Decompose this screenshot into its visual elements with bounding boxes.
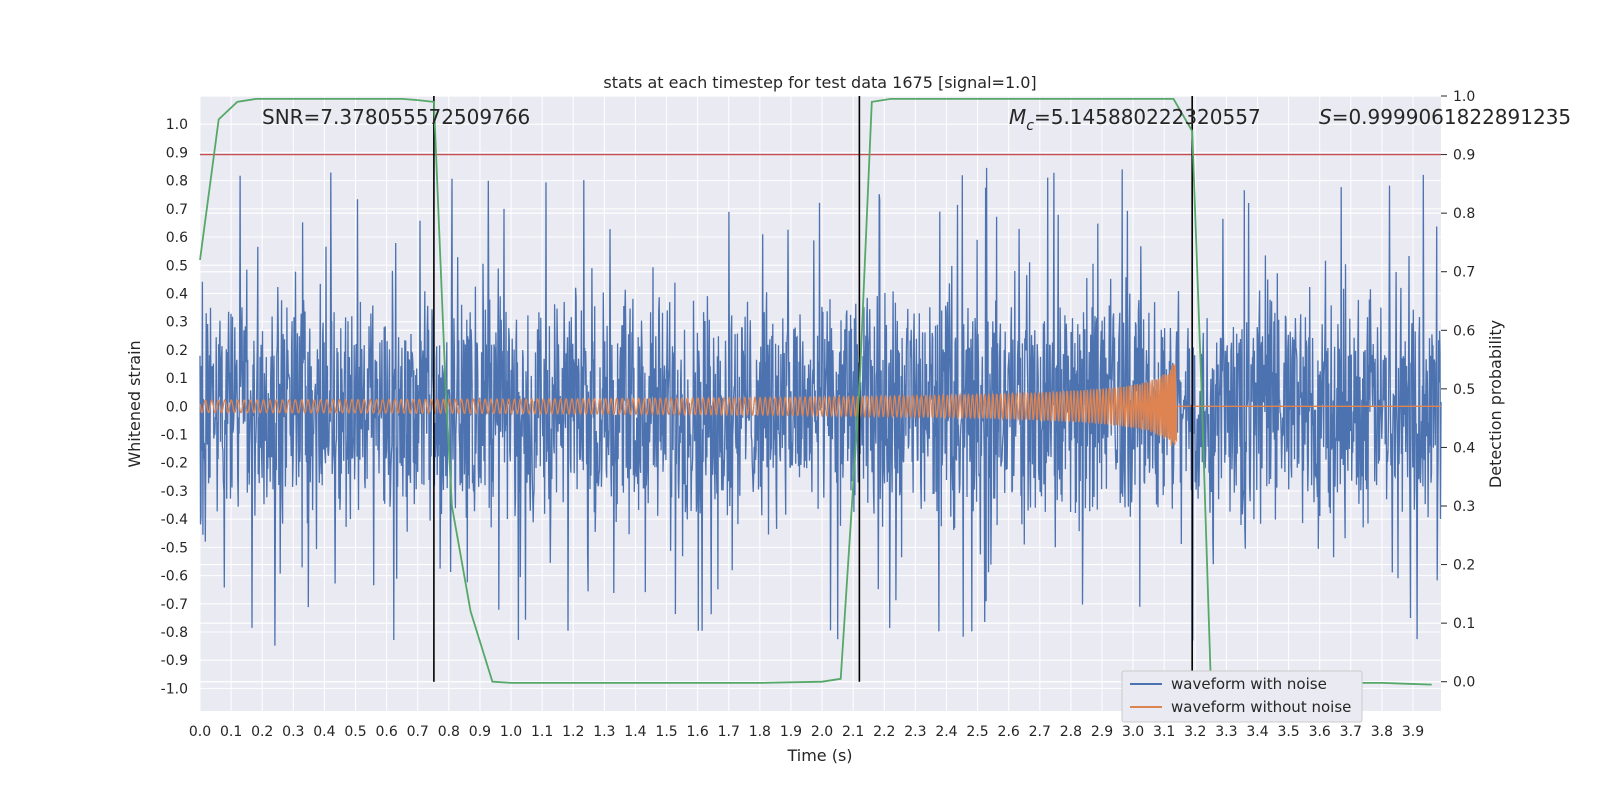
y-tick-label: -0.7 xyxy=(161,597,188,613)
y-tick-label: 0.8 xyxy=(166,174,188,190)
chart-title: stats at each timestep for test data 167… xyxy=(603,73,1036,92)
x-tick-label: 2.5 xyxy=(966,724,988,740)
x-tick-label: 1.9 xyxy=(780,724,802,740)
y-right-tick-label: 0.4 xyxy=(1453,440,1475,456)
y-tick-label: -0.1 xyxy=(161,428,188,444)
x-tick-label: 1.1 xyxy=(531,724,553,740)
x-axis-label: Time (s) xyxy=(786,746,852,765)
x-tick-label: 2.6 xyxy=(998,724,1020,740)
noise-waveform xyxy=(199,167,1442,646)
y-tick-label: 0.5 xyxy=(166,258,188,274)
y-right-tick-label: 0.3 xyxy=(1453,499,1475,515)
y-right-tick-label: 0.7 xyxy=(1453,265,1475,281)
x-tick-label: 1.8 xyxy=(749,724,771,740)
y-tick-label: -1.0 xyxy=(161,681,188,697)
x-tick-label: 0.6 xyxy=(375,724,397,740)
x-tick-label: 3.9 xyxy=(1402,724,1424,740)
snr-annotation: SNR=7.378055572509766 xyxy=(262,105,530,129)
x-tick-label: 3.0 xyxy=(1122,724,1144,740)
y-right-tick-label: 0.0 xyxy=(1453,675,1475,691)
x-tick-label: 3.7 xyxy=(1340,724,1362,740)
y-tick-label: 0.3 xyxy=(166,315,188,331)
x-tick-label: 2.2 xyxy=(873,724,895,740)
x-tick-label: 2.0 xyxy=(811,724,833,740)
y-right-tick-label: 0.8 xyxy=(1453,206,1475,222)
y-tick-label: -0.5 xyxy=(161,540,188,556)
x-tick-label: 1.3 xyxy=(593,724,615,740)
x-tick-label: 1.5 xyxy=(655,724,677,740)
legend-label-noise: waveform with noise xyxy=(1171,675,1327,693)
y-tick-label: -0.6 xyxy=(161,569,188,585)
clean-waveform xyxy=(199,364,1441,447)
x-tick-label: 1.0 xyxy=(500,724,522,740)
x-tick-label: 3.8 xyxy=(1371,724,1393,740)
x-tick-label: 0.3 xyxy=(282,724,304,740)
ticks: 0.0 0.1 0.2 0.3 0.4 0.5 0.6 0.7 0.8 0.9 1.0 1.1 1.2 1… xyxy=(161,89,1476,740)
chirp-mass-subscript: c xyxy=(1026,118,1034,134)
y-tick-label: 0.2 xyxy=(166,343,188,359)
y-right-tick-label: 0.2 xyxy=(1453,558,1475,574)
x-tick-label: 3.3 xyxy=(1215,724,1237,740)
legend-box xyxy=(1121,670,1363,723)
x-tick-label: 2.3 xyxy=(904,724,926,740)
y-tick-label: 0.0 xyxy=(166,399,188,415)
x-tick-label: 2.1 xyxy=(842,724,864,740)
x-tick-label: 0.4 xyxy=(313,724,335,740)
legend-label-clean: waveform without noise xyxy=(1171,698,1351,716)
y-tick-label: 0.4 xyxy=(166,286,188,302)
y-tick-label: -0.2 xyxy=(161,456,188,472)
score-value: =0.9999061822891235 xyxy=(1332,105,1571,129)
y-tick-label: -0.9 xyxy=(161,653,188,669)
score-annotation: S=0.9999061822891235 xyxy=(1319,105,1571,129)
legend: waveform with noise waveform without noi… xyxy=(1121,670,1363,723)
x-tick-label: 0.9 xyxy=(469,724,491,740)
x-tick-label: 0.7 xyxy=(407,724,429,740)
y-right-tick-label: 0.1 xyxy=(1453,616,1475,632)
x-tick-label: 2.9 xyxy=(1091,724,1113,740)
x-tick-label: 1.6 xyxy=(687,724,709,740)
y-tick-label: -0.4 xyxy=(161,512,188,528)
chirp-mass-symbol: M xyxy=(1009,105,1026,129)
x-tick-label: 0.0 xyxy=(189,724,211,740)
noise-series xyxy=(199,167,1442,646)
x-tick-label: 0.2 xyxy=(251,724,273,740)
y-right-tick-label: 0.9 xyxy=(1453,148,1475,164)
y-tick-label: -0.3 xyxy=(161,484,188,500)
x-tick-label: 0.8 xyxy=(438,724,460,740)
clean-series xyxy=(199,364,1441,447)
x-tick-label: 0.5 xyxy=(344,724,366,740)
y-right-tick-label: 0.6 xyxy=(1453,323,1475,339)
y-tick-label: -0.8 xyxy=(161,625,188,641)
x-tick-label: 3.4 xyxy=(1246,724,1268,740)
x-tick-label: 0.1 xyxy=(220,724,242,740)
x-tick-label: 3.1 xyxy=(1153,724,1175,740)
x-tick-label: 3.6 xyxy=(1309,724,1331,740)
chirp-mass-annotation: Mc=5.145880222320557 xyxy=(1009,105,1261,134)
y-tick-label: 0.6 xyxy=(166,230,188,246)
x-tick-label: 3.2 xyxy=(1184,724,1206,740)
x-tick-label: 1.2 xyxy=(562,724,584,740)
x-tick-label: 1.4 xyxy=(624,724,646,740)
y-tick-label: 1.0 xyxy=(166,117,188,133)
chirp-mass-value: =5.145880222320557 xyxy=(1034,105,1261,129)
y-axis-label: Whitened strain xyxy=(125,340,144,467)
y-tick-label: 0.7 xyxy=(166,202,188,218)
y-right-tick-label: 0.5 xyxy=(1453,382,1475,398)
x-tick-label: 3.5 xyxy=(1277,724,1299,740)
y-tick-label: 0.1 xyxy=(166,371,188,387)
x-tick-label: 2.7 xyxy=(1029,724,1051,740)
x-tick-label: 1.7 xyxy=(718,724,740,740)
score-symbol: S xyxy=(1319,105,1332,129)
x-tick-label: 2.4 xyxy=(935,724,957,740)
y-right-tick-label: 1.0 xyxy=(1453,89,1475,105)
y-tick-label: 0.9 xyxy=(166,145,188,161)
y-axis-right-label: Detection probability xyxy=(1486,320,1505,488)
x-tick-label: 2.8 xyxy=(1060,724,1082,740)
